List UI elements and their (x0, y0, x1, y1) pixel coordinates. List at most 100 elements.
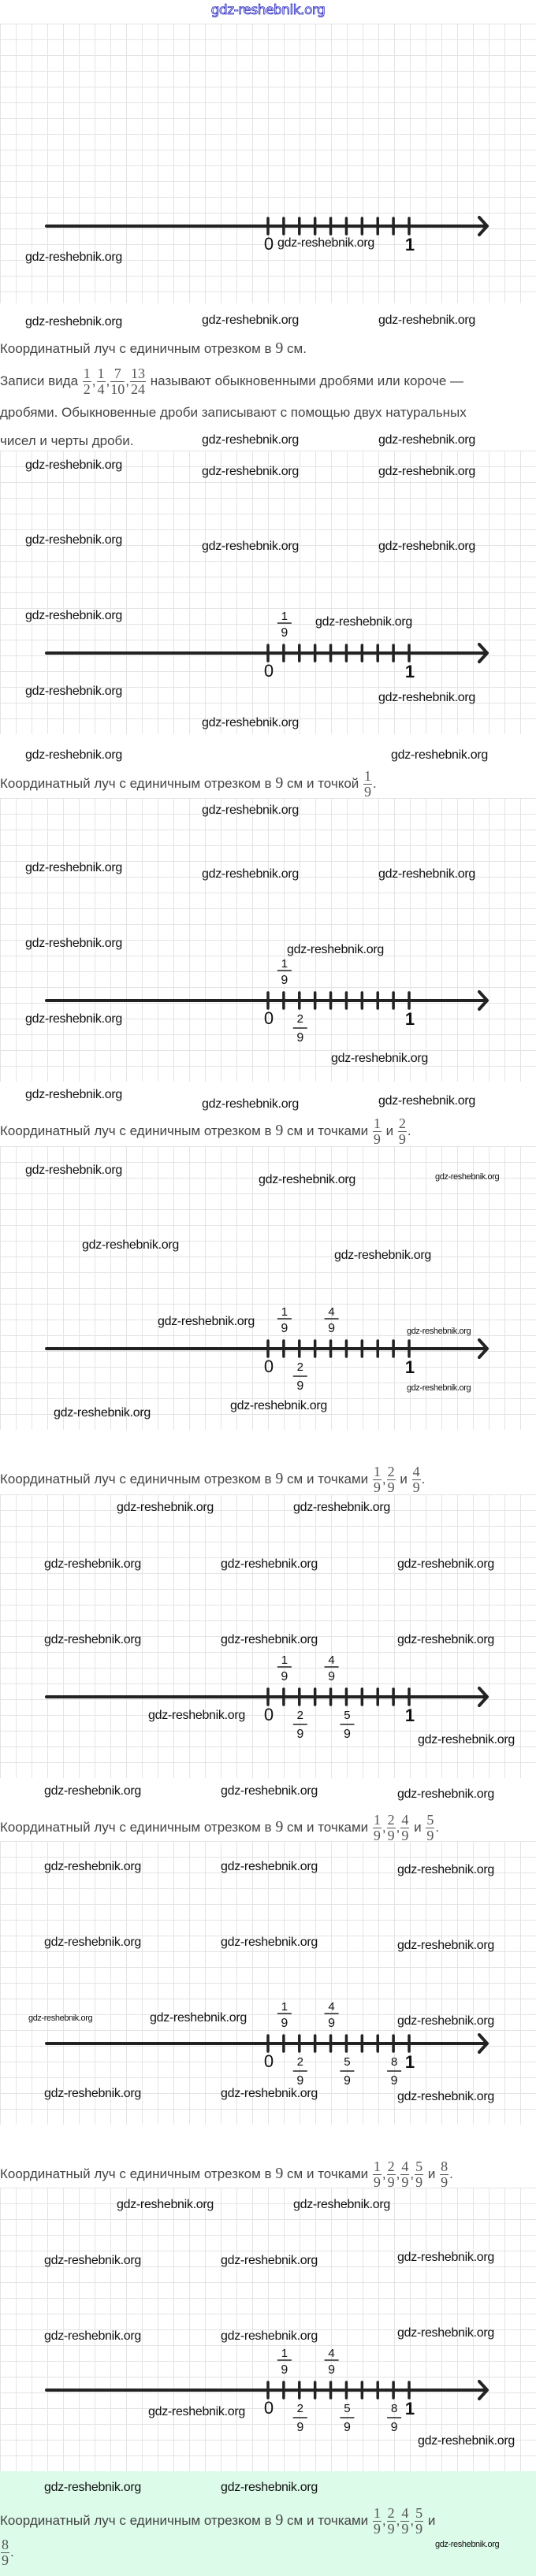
watermark-text: gdz-reshebnik.org (418, 1733, 515, 1746)
axis-label-one: 1 (405, 1357, 415, 1377)
site-logo-text[interactable]: gdz-reshebnik.org (210, 2, 326, 19)
watermark-text: gdz-reshebnik.org (378, 314, 475, 327)
watermark-text: gdz-reshebnik.org (221, 2481, 318, 2494)
mark-label-denominator: 9 (281, 626, 288, 640)
axis-label-zero: 0 (264, 2398, 274, 2418)
watermark-text: gdz-reshebnik.org (158, 1315, 255, 1328)
watermark-text: gdz-reshebnik.org (202, 540, 299, 553)
mark-label-denominator: 9 (281, 2017, 288, 2030)
caption-number: 9 (275, 2165, 284, 2182)
grid-figure-4 (0, 1146, 536, 1430)
watermark-text: gdz-reshebnik.org (202, 314, 299, 327)
mark-label-numerator: 8 (391, 2402, 397, 2415)
watermark-text: gdz-reshebnik.org (221, 1633, 318, 1646)
watermark-text: gdz-reshebnik.org (407, 1383, 471, 1393)
grid-figure-1 (0, 24, 536, 303)
highlighted-answer-block (0, 2471, 536, 2576)
mark-label-numerator: 2 (297, 2402, 303, 2415)
fraction-denominator: 24 (130, 381, 145, 398)
mark-label-numerator: 5 (344, 1709, 350, 1722)
fraction-numerator: 2 (386, 1812, 396, 1829)
fraction-denominator: 9 (401, 1828, 409, 1844)
caption-end: . (421, 1472, 426, 1487)
intro-text: называют обыкновенными дробями или короч… (150, 373, 464, 388)
watermark-text: gdz-reshebnik.org (25, 937, 122, 950)
fraction-numerator: 1 (96, 366, 106, 383)
watermark-text: gdz-reshebnik.org (117, 1501, 214, 1514)
watermark-text: gdz-reshebnik.org (202, 804, 299, 817)
watermark-text: gdz-reshebnik.org (397, 2251, 494, 2264)
caption-number: 9 (275, 1122, 284, 1139)
watermark-text: gdz-reshebnik.org (334, 1249, 431, 1262)
watermark-text: gdz-reshebnik.org (25, 458, 122, 472)
figure-caption-7: Координатный луч с единичным отрезком в … (0, 2505, 436, 2569)
mark-label-denominator: 9 (344, 1728, 351, 1741)
fraction-numerator: 5 (415, 2158, 424, 2176)
caption-end: . (449, 2166, 453, 2181)
caption-unit: см (287, 776, 303, 791)
watermark-text: gdz-reshebnik.org (25, 315, 122, 328)
mark-label-denominator: 9 (296, 1379, 303, 1393)
fraction-denominator: 9 (373, 2521, 381, 2537)
mark-label-numerator: 1 (281, 610, 288, 623)
fraction-denominator: 9 (387, 1828, 395, 1844)
watermark-text: gdz-reshebnik.org (44, 2254, 141, 2267)
axis-label-one: 1 (405, 2052, 415, 2072)
fraction-denominator: 9 (426, 1828, 434, 1844)
mark-label-denominator: 9 (391, 2074, 398, 2088)
caption-end: . (303, 341, 307, 356)
figure-caption-6: Координатный луч с единичным отрезком в … (0, 2158, 453, 2191)
watermark-text: gdz-reshebnik.org (230, 1399, 327, 1412)
watermark-text: gdz-reshebnik.org (25, 251, 122, 264)
site-header: gdz-reshebnik.org (0, 0, 536, 22)
fraction-denominator: 9 (412, 1479, 420, 1496)
watermark-text: gdz-reshebnik.org (315, 615, 412, 629)
caption-number: 9 (275, 340, 284, 357)
caption-with-points: и точками (306, 1472, 369, 1487)
fraction-numerator: 2 (386, 2505, 396, 2522)
intro-line-3: чисел и черты дроби. (0, 433, 134, 448)
axis-label-zero: 0 (264, 2051, 274, 2071)
figure-caption-5: Координатный луч с единичным отрезком в … (0, 1812, 440, 1844)
fraction-numerator: 2 (386, 2158, 396, 2176)
fraction-numerator: 4 (400, 2158, 410, 2176)
fraction-denominator: 4 (97, 381, 105, 398)
fraction-numerator: 8 (440, 2158, 449, 2176)
grid-figure-6 (0, 1841, 536, 2125)
watermark-text: gdz-reshebnik.org (435, 2540, 500, 2549)
fraction-denominator: 9 (373, 1131, 381, 1148)
caption-number: 9 (275, 1818, 284, 1835)
fraction-denominator: 9 (441, 2174, 449, 2191)
mark-label-denominator: 9 (328, 2017, 335, 2030)
watermark-text: gdz-reshebnik.org (25, 1088, 122, 1101)
watermark-text: gdz-reshebnik.org (391, 748, 488, 762)
watermark-text: gdz-reshebnik.org (202, 1097, 299, 1111)
watermark-text: gdz-reshebnik.org (259, 1173, 355, 1186)
watermark-text: gdz-reshebnik.org (28, 2014, 93, 2023)
intro-line-1: Записи вида 1 2, 1 4, 7 10, 13 24 называют обык… (0, 366, 464, 398)
number-line-2: 0 1 1 9 (45, 610, 489, 681)
caption-and: и (427, 2166, 436, 2181)
axis-label-zero: 0 (264, 1357, 274, 1376)
watermark-text: gdz-reshebnik.org (44, 1936, 141, 1949)
fraction-numerator: 4 (411, 1464, 421, 1481)
mark-label-numerator: 1 (281, 1654, 288, 1667)
caption-end: . (10, 2544, 14, 2560)
mark-label-denominator: 9 (344, 2421, 351, 2434)
mark-label-numerator: 4 (328, 2000, 334, 2014)
watermark-text: gdz-reshebnik.org (25, 1164, 122, 1177)
caption-unit: см (287, 2166, 303, 2181)
watermark-text: gdz-reshebnik.org (397, 1863, 494, 1876)
arrow-head-icon (478, 643, 489, 663)
